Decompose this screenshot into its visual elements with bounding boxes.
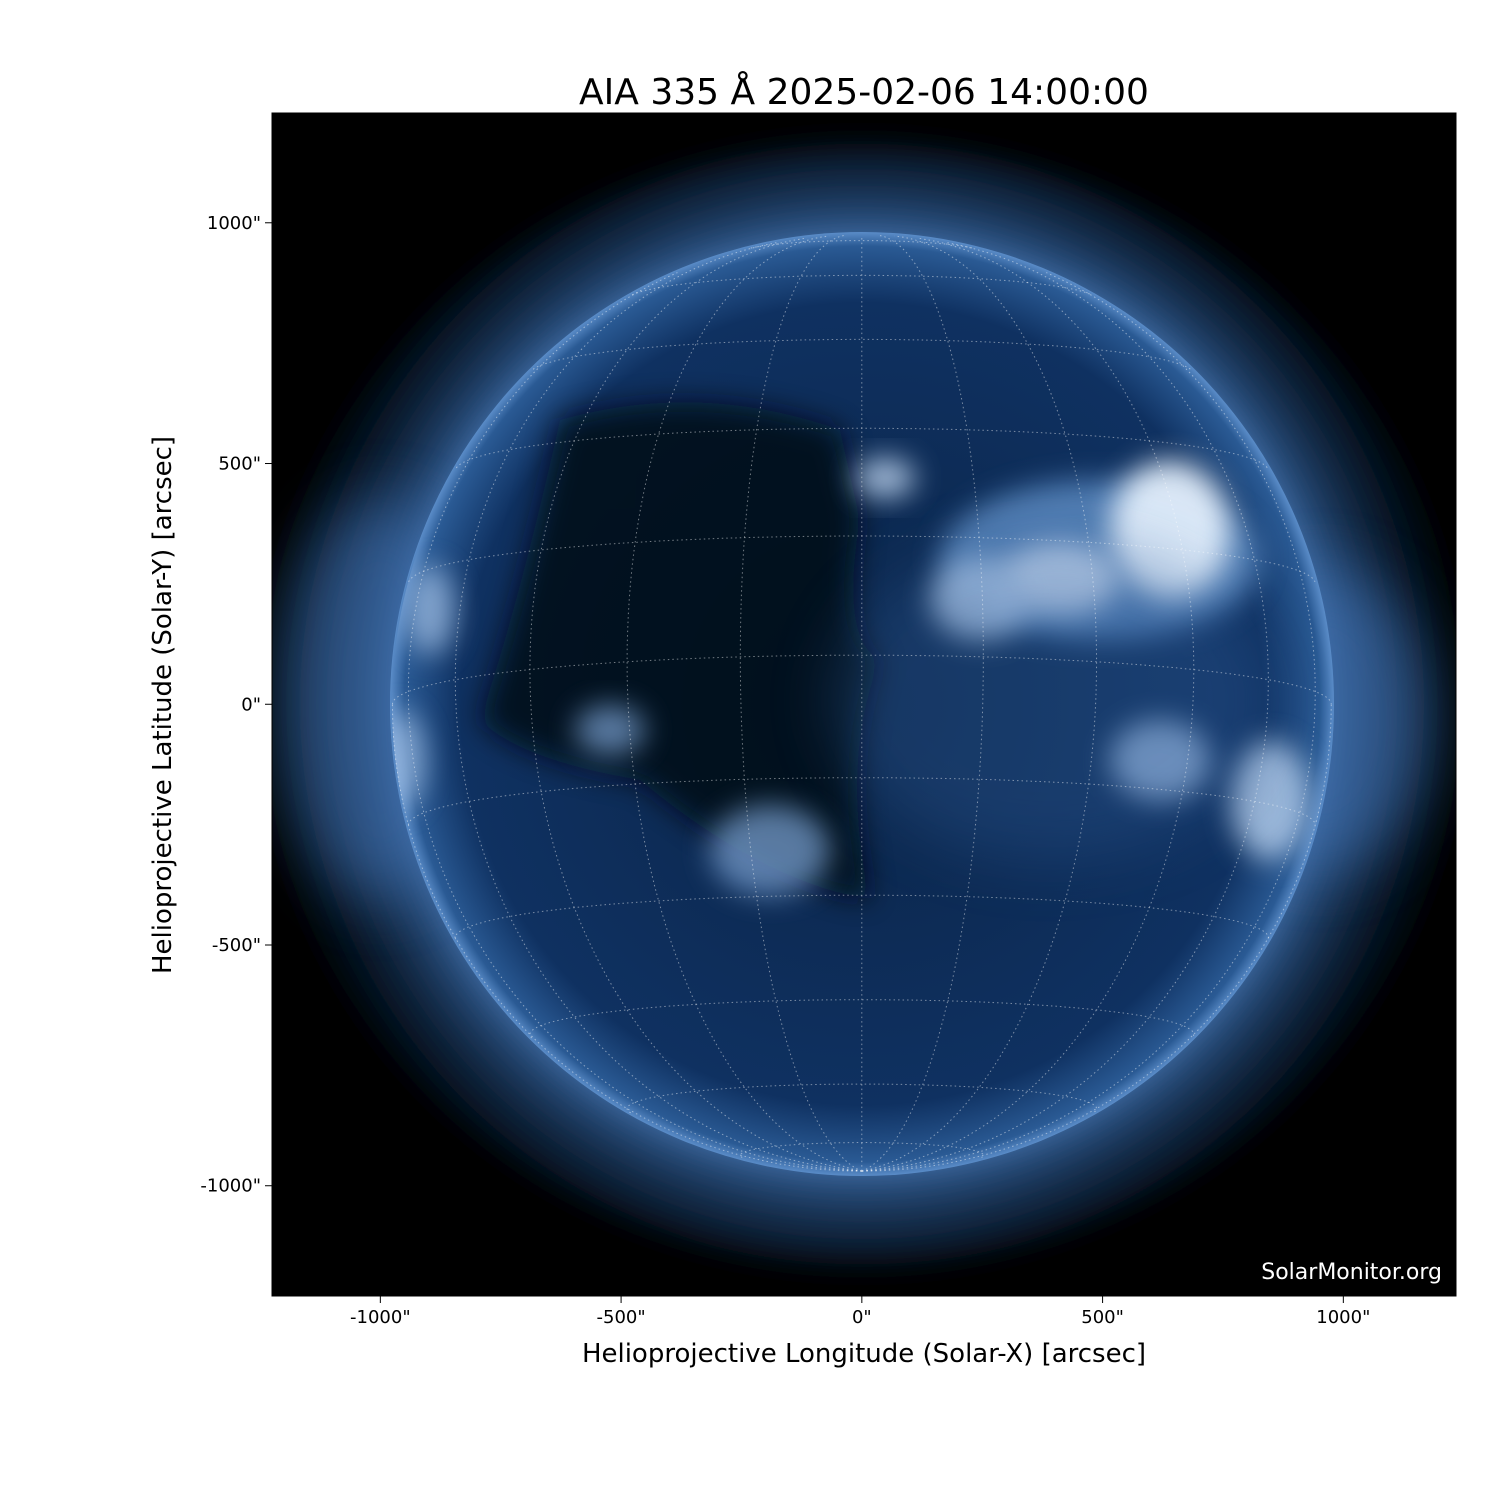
x-tick-label: 1000" [1316,1307,1370,1328]
grid-line [455,427,1268,469]
x-tick-label: -1000" [350,1307,411,1328]
grid-line [626,1083,1098,1114]
y-tick-label: -500" [212,935,261,956]
solar-image: SolarMonitor.org [272,113,1456,1296]
grid-line [626,235,862,1172]
chart-title: AIA 335 Å 2025-02-06 14:00:00 [579,70,1149,113]
grid-line [391,654,1332,705]
grid-line [407,777,1316,826]
x-axis: -1000" -500" 0" 500" 1000" [350,1296,1370,1328]
y-tick-label: 500" [218,454,261,475]
x-axis-label: Helioprojective Longitude (Solar-X) [arc… [582,1339,1146,1369]
x-tick-label: 500" [1081,1307,1124,1328]
grid-line [861,272,1316,1172]
grid-line [532,338,1191,370]
grid-line [739,234,863,1172]
grid-line [861,234,984,1172]
heliographic-grid [391,234,1332,1172]
grid-line [861,235,1098,1172]
y-tick-label: 0" [241,694,261,715]
grid-line [408,535,1316,583]
y-axis: 1000" 500" 0" -500" -1000" [200,213,272,1197]
y-tick-label: -1000" [200,1176,261,1197]
grid-line [861,237,1195,1172]
grid-line [861,242,1269,1172]
watermark: SolarMonitor.org [1261,1260,1442,1285]
grid-line [407,272,862,1172]
grid-line [454,894,1269,940]
disk-features [392,402,1310,900]
grid-line [861,704,1332,1172]
x-tick-label: -500" [597,1307,646,1328]
grid-line [391,704,862,1172]
grid-line [529,237,862,1172]
grid-line [632,274,1092,296]
y-tick-label: 1000" [207,213,261,234]
y-axis-label: Helioprojective Latitude (Solar-Y) [arcs… [148,436,178,974]
grid-line [739,1142,984,1158]
x-tick-label: 0" [852,1307,872,1328]
grid-line [454,242,862,1172]
